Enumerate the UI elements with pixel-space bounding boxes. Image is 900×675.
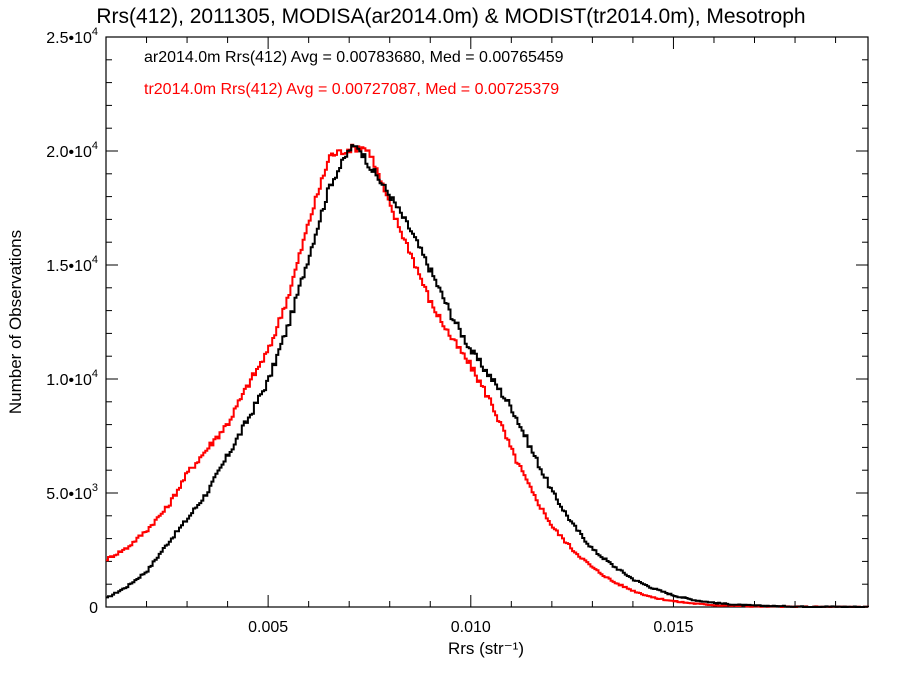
y-tick-label: 2.0•104 (46, 140, 98, 161)
y-tick-label: 5.0•103 (46, 482, 98, 503)
x-axis: 0.005 0.010 0.015 (105, 37, 837, 636)
x-tick-label: 0.005 (248, 619, 288, 636)
x-axis-label: Rrs (str⁻¹) (448, 639, 524, 658)
y-axis-label: Number of Observations (6, 230, 25, 414)
x-tick-label: 0.015 (653, 619, 693, 636)
series-line-ar2014 (106, 144, 869, 608)
y-tick-label: 2.5•104 (46, 26, 98, 47)
x-tick-label: 0.010 (451, 619, 491, 636)
legend-entry-tr2014: tr2014.0m Rrs(412) Avg = 0.00727087, Med… (144, 81, 559, 98)
legend-entry-ar2014: ar2014.0m Rrs(412) Avg = 0.00783680, Med… (144, 49, 564, 66)
y-axis: 0 5.0•103 1.0•104 1.5•104 2.0•104 2.5•104 (46, 26, 868, 617)
plot-frame (105, 36, 869, 608)
chart-title: Rrs(412), 2011305, MODISA(ar2014.0m) & M… (96, 5, 805, 28)
y-tick-label: 0 (89, 600, 98, 617)
y-tick-label: 1.0•104 (46, 368, 98, 389)
y-tick-label: 1.5•104 (46, 254, 98, 275)
series-layer (106, 143, 869, 608)
